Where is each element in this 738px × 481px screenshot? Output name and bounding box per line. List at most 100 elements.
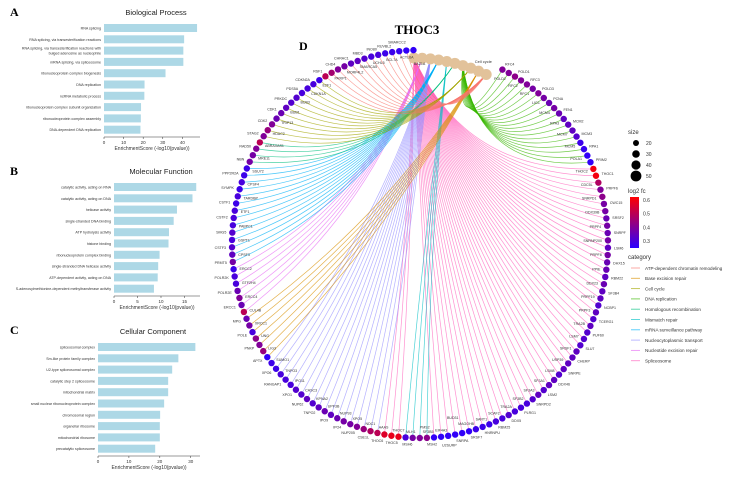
bar <box>104 125 141 134</box>
gene-node <box>600 200 608 208</box>
gene-label: LSM8 <box>545 369 554 373</box>
category-legend-label: Cell cycle <box>645 286 665 291</box>
gene-node <box>409 434 416 442</box>
gene-node <box>249 151 257 159</box>
gene-label: SYMPK <box>221 186 234 190</box>
gene-node <box>535 90 542 97</box>
gene-label: NDC1 <box>365 422 375 426</box>
gene-label: RANGAP1 <box>264 382 281 386</box>
gene-node <box>327 411 335 419</box>
gene-node <box>458 429 466 437</box>
category-label: single-stranded DNA helicase activity <box>52 265 111 269</box>
gene-node <box>444 432 452 440</box>
gene-label: TNPO3 <box>285 369 297 373</box>
gene-node <box>604 229 611 237</box>
gene-node <box>264 353 271 361</box>
category-legend-label: Nucleocytoplasmic transport <box>645 338 703 343</box>
color-legend-label: 0.4 <box>643 225 650 231</box>
gene-node <box>303 395 311 403</box>
gene-node <box>388 48 396 56</box>
gene-node <box>234 287 241 295</box>
bar <box>98 354 179 363</box>
gene-label: SF3B4 <box>608 291 619 295</box>
category-node <box>433 54 445 66</box>
gene-node <box>492 418 500 425</box>
gene-label: PCNA <box>553 97 564 101</box>
gene-node <box>322 73 329 80</box>
edge <box>263 71 479 352</box>
gene-node <box>229 222 237 229</box>
gene-label: DHX15 <box>613 261 625 265</box>
gene-node <box>486 421 493 428</box>
edge <box>426 61 448 438</box>
gene-label: TRA2B <box>573 322 585 326</box>
gene-label: MPG <box>233 320 241 324</box>
gene-label: BUB3 <box>300 101 309 105</box>
category-label: precatalytic spliceosome <box>56 447 95 451</box>
bar <box>114 194 193 203</box>
edge <box>413 57 577 352</box>
gene-label: GSPT1 <box>238 239 250 243</box>
gene-node <box>240 172 248 179</box>
gene-label: DDX39B <box>585 211 600 215</box>
gene-label: TNPO2 <box>303 411 315 415</box>
category-node-label: Cell cycle <box>475 59 493 64</box>
edge <box>413 57 564 370</box>
gene-label: CSTF2 <box>216 216 227 220</box>
chart-title: Cellular Component <box>120 327 187 336</box>
edge <box>405 50 487 105</box>
edge <box>405 61 448 438</box>
gene-node <box>298 391 305 398</box>
edge <box>413 57 594 320</box>
gene-label: CDK2 <box>258 119 268 123</box>
gene-label: UPF3B <box>328 405 340 409</box>
gene-node <box>580 145 588 153</box>
edge <box>271 58 431 364</box>
gene-label: CHRAC1 <box>334 56 349 60</box>
gene-label: TCERG1 <box>599 320 614 324</box>
gene-node <box>256 341 263 349</box>
gene-label: U2SURP <box>442 444 457 448</box>
gene-label: MBD3 <box>353 51 363 55</box>
category-label: S-adenosylmethionine-dependent methyltra… <box>16 287 111 291</box>
gene-label: PMS2 <box>420 425 430 429</box>
category-legend-title: category <box>628 255 651 261</box>
category-legend-label: Spliceosome <box>645 359 672 364</box>
gene-node <box>529 85 536 92</box>
gene-node <box>603 222 611 229</box>
gene-node <box>340 418 347 425</box>
gene-node <box>347 60 355 67</box>
gene-node <box>268 359 275 367</box>
gene-label: RPA1 <box>589 145 598 149</box>
gene-label: RAD50 <box>239 144 251 148</box>
gene-node <box>590 315 597 323</box>
gene-node <box>315 404 322 411</box>
bar <box>114 183 197 191</box>
gene-label: XPO1 <box>282 393 292 397</box>
gene-label: PRPF19 <box>581 295 595 299</box>
gene-label: CDKN2A <box>295 78 310 82</box>
gene-label: TRIP13 <box>281 121 293 125</box>
gene-label: SMARCA5 <box>360 65 377 69</box>
edge <box>412 61 448 438</box>
category-label: catalytic step 2 spliceosome <box>50 379 95 383</box>
gene-label: MCM5 <box>565 144 576 148</box>
gene-node <box>595 302 602 309</box>
bar <box>114 284 154 293</box>
gene-node <box>230 214 237 222</box>
gene-node <box>597 186 604 193</box>
gene-label: MAGOHB <box>458 422 475 426</box>
gene-node <box>603 259 611 266</box>
category-legend-label: Homologous recombination <box>645 307 701 312</box>
gene-node <box>479 423 486 431</box>
gene-node <box>396 47 403 55</box>
gene-label: CUL4B <box>250 308 262 312</box>
bar-chart-cellular-component: Cellular Component spliceosomal complex Sm… <box>31 327 200 471</box>
gene-node <box>334 66 342 73</box>
size-legend-title: size <box>628 130 639 136</box>
bar <box>114 228 169 237</box>
gene-label: CSTF3 <box>215 246 226 250</box>
category-node <box>424 53 436 65</box>
gene-node <box>232 280 240 287</box>
size-legend-circle <box>632 150 640 158</box>
